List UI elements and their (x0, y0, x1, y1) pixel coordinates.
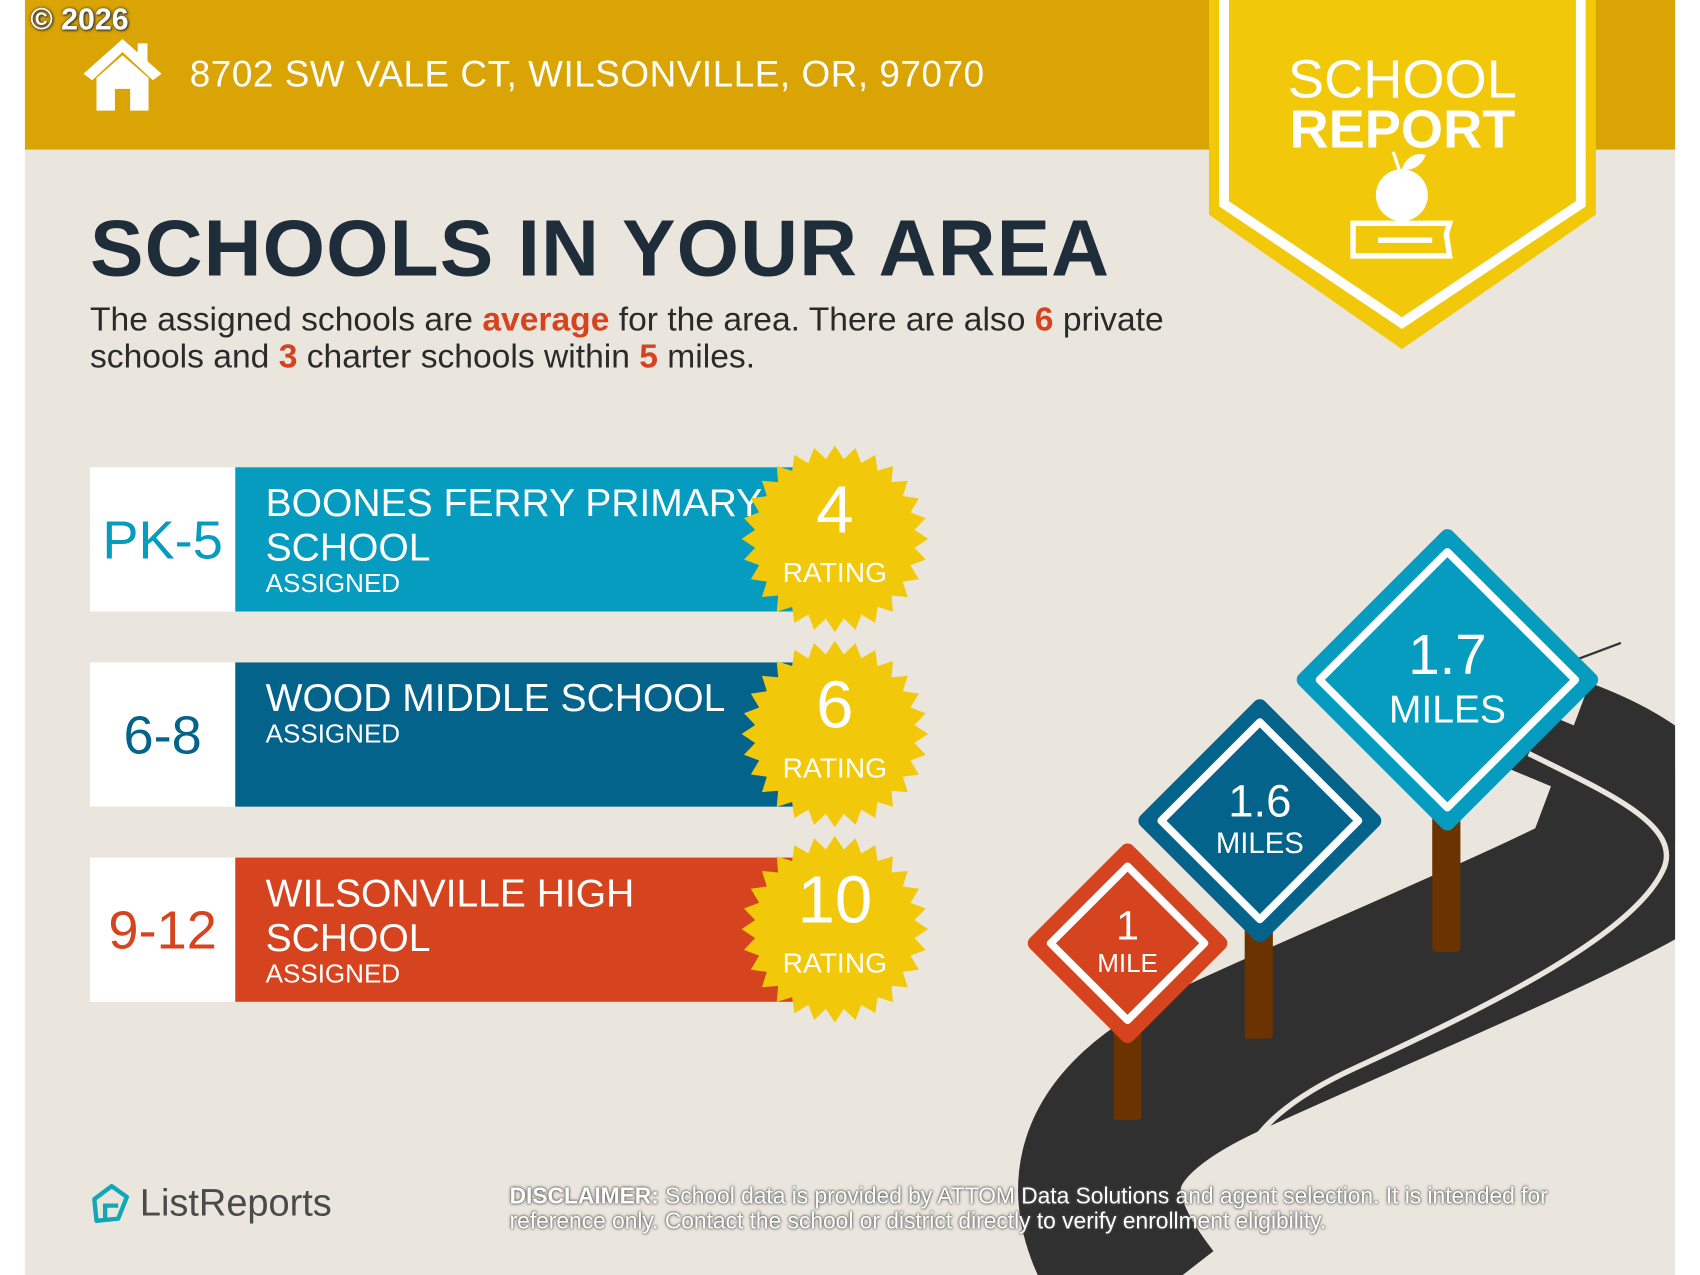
school-name: WOOD MIDDLE SCHOOL (265, 675, 726, 720)
brand-name: ListReports (139, 1181, 332, 1225)
road-far (1505, 707, 1676, 842)
badge-title-report: REPORT (1289, 98, 1516, 160)
school-row: 6-8 WOOD MIDDLE SCHOOL ASSIGNED (89, 662, 810, 807)
seal-shape (741, 640, 929, 828)
summary-part: for the area. There are also (609, 300, 1035, 339)
rating-seal: 6 RATING (737, 636, 932, 831)
sign-shape (1138, 699, 1382, 943)
grade-range: 6-8 (89, 662, 236, 807)
rating-label: RATING (782, 556, 888, 589)
sign-post (1244, 910, 1273, 1039)
school-info: BOONES FERRY PRIMARY SCHOOL ASSIGNED (266, 480, 765, 599)
disclaimer-text: School data is provided by ATTOM Data So… (509, 1183, 1548, 1234)
copyright: © 2026 (30, 2, 129, 36)
assignment-status: ASSIGNED (265, 719, 401, 750)
rating-label: RATING (782, 751, 888, 784)
sign-distance: 1.6 (1228, 775, 1291, 826)
listreports-logo: ListReports (90, 1182, 332, 1225)
property-address: 8702 SW VALE CT, WILSONVILLE, OR, 97070 (189, 54, 985, 96)
grade-label: 6-8 (123, 704, 202, 765)
private-count: 6 (1034, 300, 1054, 339)
sign-shape (1296, 529, 1599, 831)
apple-book-icon (1350, 151, 1454, 259)
rating-label: RATING (782, 946, 888, 980)
sign-distance: 1 (1116, 902, 1139, 948)
school-bar: BOONES FERRY PRIMARY SCHOOL ASSIGNED (235, 467, 810, 612)
sign-shape (1027, 843, 1228, 1044)
rating-seal: 4 RATING (737, 441, 932, 636)
seal-shape (741, 445, 929, 633)
rating-value: 6 (816, 667, 854, 743)
disclaimer: DISCLAIMER: School data is provided by A… (510, 1184, 1594, 1234)
road-edge-line (1577, 641, 1622, 661)
school-name: WILSONVILLE HIGH SCHOOL (265, 870, 635, 960)
grade-label: PK-5 (102, 509, 223, 570)
sign-unit: MILES (1216, 828, 1304, 860)
school-name: BOONES FERRY PRIMARY SCHOOL (265, 480, 762, 570)
badge-title-school: SCHOOL (1287, 48, 1517, 110)
radius: 5 (639, 337, 658, 376)
sign-distance: 1.7 (1408, 623, 1486, 686)
grade-range: 9-12 (89, 857, 236, 1002)
rating-value: 10 (797, 863, 873, 938)
rating-value: 4 (816, 472, 854, 548)
school-row: 9-12 WILSONVILLE HIGH SCHOOL ASSIGNED (89, 857, 810, 1002)
sign-border (1157, 718, 1363, 924)
house-icon (83, 39, 162, 111)
rating-seal: 10 RATING (737, 832, 932, 1027)
road-center-line (1235, 751, 1670, 1275)
school-report-badge (1208, 0, 1596, 350)
school-bar: WILSONVILLE HIGH SCHOOL ASSIGNED (235, 857, 810, 1002)
school-info: WILSONVILLE HIGH SCHOOL ASSIGNED (266, 871, 765, 990)
school-info: WOOD MIDDLE SCHOOL ASSIGNED (266, 675, 765, 750)
sign-unit: MILE (1097, 948, 1158, 978)
summary-part: private schools and (89, 300, 1164, 376)
listreports-logo-icon (92, 1183, 130, 1223)
sign-post (1432, 791, 1461, 952)
assignment-status: ASSIGNED (265, 569, 401, 599)
page-title: SCHOOLS IN YOUR AREA (89, 202, 1111, 293)
summary-text: The assigned schools are average for the… (90, 301, 1174, 375)
seal-shape (741, 835, 929, 1023)
sign-border (1315, 548, 1580, 812)
quality-highlight: average (482, 300, 610, 339)
sign-unit: MILES (1389, 689, 1506, 732)
grade-range: PK-5 (89, 467, 236, 612)
summary-part: charter schools within (297, 337, 640, 376)
assignment-status: ASSIGNED (265, 959, 401, 989)
disclaimer-label: DISCLAIMER: (509, 1183, 659, 1209)
sign-border (1046, 862, 1209, 1025)
summary-part: miles. (657, 337, 756, 376)
school-bar: WOOD MIDDLE SCHOOL ASSIGNED (235, 662, 810, 807)
charter-count: 3 (278, 337, 298, 376)
grade-label: 9-12 (108, 899, 217, 961)
summary-part: The assigned schools are (89, 300, 483, 339)
school-row: PK-5 BOONES FERRY PRIMARY SCHOOL ASSIGNED (89, 467, 810, 612)
